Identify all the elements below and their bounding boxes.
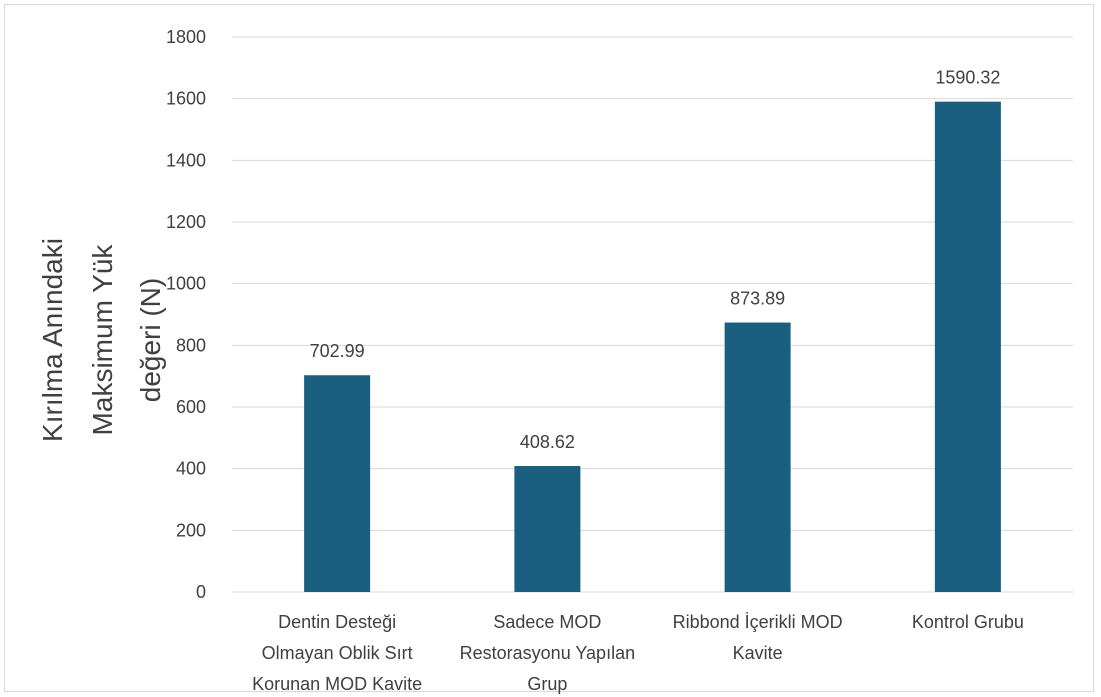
y-tick-label: 1800	[166, 27, 206, 47]
data-label: 408.62	[520, 432, 575, 452]
category-label: Olmayan Oblik Sırt	[262, 643, 413, 663]
y-axis-title-line: Maksimum Yük	[87, 244, 118, 436]
category-label: Restorasyonu Yapılan	[460, 643, 635, 663]
y-axis-title-line: değeri (N)	[135, 278, 166, 402]
data-labels: 702.99 408.62 873.89 1590.32	[310, 68, 1001, 452]
data-label: 873.89	[730, 289, 785, 309]
data-label: 1590.32	[935, 68, 1000, 88]
category-label: Ribbond İçerikli MOD	[673, 612, 843, 632]
y-tick-label: 1600	[166, 89, 206, 109]
category-label: Sadece MOD	[493, 612, 601, 632]
bar	[514, 466, 581, 592]
y-tick-label: 1000	[166, 274, 206, 294]
category-label: Korunan MOD Kavite	[252, 674, 422, 694]
gridlines	[232, 36, 1073, 593]
bar	[724, 322, 791, 592]
y-axis-title-line: Kırılma Anındaki	[37, 238, 68, 442]
category-label: Kavite	[733, 643, 783, 663]
y-axis-title: Kırılma Anındaki Maksimum Yük değeri (N)	[37, 238, 166, 442]
y-tick-label: 1400	[166, 150, 206, 170]
y-axis-ticks: 0 200 400 600 800 1000 1200 1400 1600 1800	[166, 27, 206, 602]
y-tick-label: 1200	[166, 212, 206, 232]
category-label: Kontrol Grubu	[912, 612, 1024, 632]
data-label: 702.99	[310, 341, 365, 361]
category-label: Dentin Desteği	[278, 612, 396, 632]
x-axis-categories: Dentin Desteği Olmayan Oblik Sırt Korunan …	[252, 612, 1024, 694]
bar	[934, 101, 1001, 592]
y-tick-label: 200	[176, 520, 206, 540]
category-label: Grup	[527, 674, 567, 694]
bars	[304, 101, 1001, 592]
y-tick-label: 0	[196, 582, 206, 602]
y-tick-label: 400	[176, 459, 206, 479]
bar	[304, 375, 371, 592]
y-tick-label: 800	[176, 335, 206, 355]
y-tick-label: 600	[176, 397, 206, 417]
